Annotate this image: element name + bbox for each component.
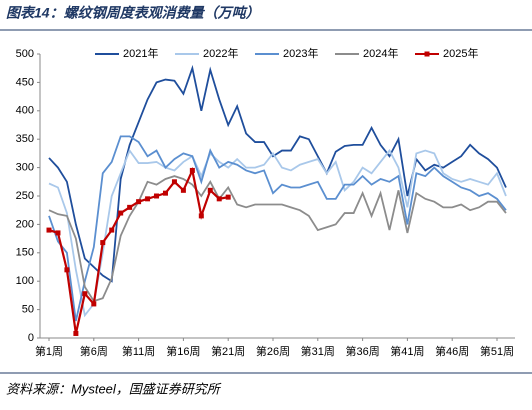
point-marker [198,213,204,219]
point-marker [109,227,115,233]
legend-label: 2025年 [443,46,478,60]
x-tick-label: 第46周 [435,344,469,358]
point-marker [73,330,79,336]
legend-marker [424,51,430,57]
point-marker [225,194,231,200]
x-tick-label: 第6周 [80,344,108,358]
point-marker [55,230,61,236]
point-marker [82,291,88,297]
x-tick-label: 第36周 [345,344,379,358]
x-tick-label: 第31周 [301,344,335,358]
y-tick-label: 100 [16,275,34,287]
point-marker [145,196,151,202]
y-tick-label: 200 [16,218,34,230]
legend-label: 2021年 [123,46,158,60]
x-tick-label: 第26周 [256,344,290,358]
x-tick-label: 第51周 [480,344,514,358]
point-marker [154,193,160,199]
point-marker [118,210,124,216]
series-line [48,135,507,322]
legend-label: 2022年 [203,46,238,60]
series-line [48,175,507,303]
chart-title: 图表14：螺纹钢周度表观消费量（万吨） [6,5,260,21]
point-marker [216,196,222,202]
y-tick-label: 300 [16,162,34,174]
x-tick-label: 第1周 [35,344,63,358]
point-marker [100,240,106,246]
point-marker [136,199,142,205]
series-line [48,148,507,318]
y-tick-label: 350 [16,133,34,145]
x-tick-label: 第16周 [166,344,200,358]
point-marker [127,204,133,210]
point-marker [180,187,186,193]
y-tick-label: 150 [16,247,34,259]
legend-label: 2023年 [283,46,318,60]
point-marker [207,187,213,193]
y-tick-label: 50 [22,304,34,316]
y-tick-label: 250 [16,190,34,202]
y-tick-label: 450 [16,76,34,88]
y-tick-label: 500 [16,48,34,60]
point-marker [46,227,52,233]
x-tick-label: 第41周 [390,344,424,358]
point-marker [91,301,97,307]
point-marker [171,179,177,185]
x-tick-label: 第11周 [122,344,155,358]
point-marker [162,190,168,196]
y-tick-label: 0 [28,332,34,344]
y-tick-label: 400 [16,105,34,117]
source: 资料来源：Mysteel，国盛证券研究所 [6,381,222,396]
point-marker [189,167,195,173]
legend-label: 2024年 [363,46,398,60]
x-tick-label: 第21周 [211,344,245,358]
point-marker [64,267,70,273]
